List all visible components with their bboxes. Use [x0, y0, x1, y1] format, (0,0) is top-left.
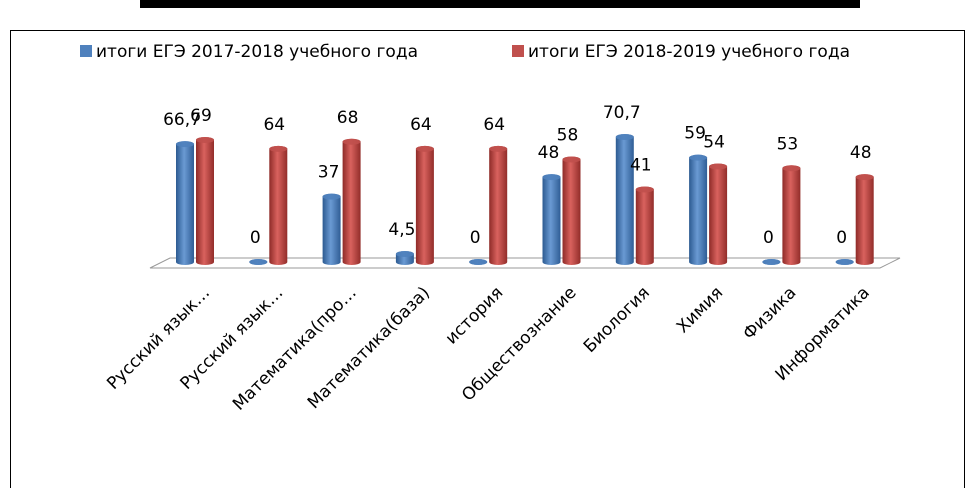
legend-label: итоги ЕГЭ 2018-2019 учебного года — [528, 42, 850, 62]
value-label: 54 — [703, 133, 725, 153]
bar-cap — [176, 141, 194, 148]
bar-cap — [689, 154, 708, 161]
bar-cap — [542, 174, 561, 181]
bar-cap — [415, 145, 434, 152]
chart-frame — [10, 30, 965, 488]
bar-cap — [342, 138, 361, 145]
bar-cap — [489, 145, 508, 152]
bar-cap — [835, 259, 854, 265]
value-label: 59 — [684, 124, 706, 144]
bar — [269, 145, 288, 265]
bar-cap — [469, 259, 488, 265]
value-label: 48 — [850, 143, 872, 163]
value-label: 68 — [337, 108, 359, 128]
legend-label: итоги ЕГЭ 2017-2018 учебного года — [96, 42, 418, 62]
bar-cap — [249, 259, 268, 265]
value-label: 64 — [410, 115, 432, 135]
bar-cap — [762, 259, 781, 265]
value-label: 70,7 — [603, 103, 641, 123]
value-label: 66,7 — [163, 110, 201, 130]
bar-cap — [635, 186, 654, 193]
value-label: 0 — [470, 228, 481, 248]
bar — [542, 174, 561, 265]
bar — [782, 165, 801, 265]
bar — [415, 145, 434, 265]
bar — [196, 137, 214, 265]
x-tick-label: Математика(база) — [304, 283, 434, 413]
value-label: 41 — [630, 156, 652, 176]
bar-cap — [562, 156, 581, 163]
bar-cap — [269, 145, 288, 152]
value-label: 0 — [836, 228, 847, 248]
bar-cap — [196, 137, 214, 144]
bar — [689, 154, 708, 265]
bar — [709, 163, 728, 265]
legend-swatch — [80, 45, 92, 57]
bar — [562, 156, 581, 265]
x-tick-label: Биология — [580, 283, 654, 357]
value-label: 4,5 — [388, 220, 415, 240]
x-tick-label: история — [442, 283, 508, 349]
value-label: 69 — [190, 106, 212, 126]
value-label: 64 — [263, 115, 285, 135]
bar-cap — [709, 163, 728, 170]
x-tick-label: Математика(про… — [229, 283, 361, 415]
legend-swatch — [512, 45, 524, 57]
value-label: 64 — [483, 115, 505, 135]
bar — [855, 174, 874, 265]
bar-cap — [782, 165, 801, 172]
bar-cap — [855, 174, 874, 181]
value-label: 48 — [538, 143, 560, 163]
bar — [176, 141, 194, 265]
value-label: 53 — [777, 134, 799, 154]
bar — [322, 193, 341, 265]
value-label: 0 — [250, 228, 261, 248]
value-label: 0 — [763, 228, 774, 248]
bar — [615, 134, 634, 265]
bar — [342, 138, 361, 265]
x-tick-label: Физика — [739, 283, 800, 344]
bar-cap — [322, 193, 341, 200]
value-label: 37 — [318, 163, 340, 183]
bar — [635, 186, 654, 265]
header-bar — [140, 0, 860, 8]
value-label: 58 — [557, 125, 579, 145]
bar — [489, 145, 508, 265]
bar-cap — [615, 134, 634, 140]
bar-cap — [395, 251, 414, 258]
x-tick-label: Химия — [673, 283, 727, 337]
